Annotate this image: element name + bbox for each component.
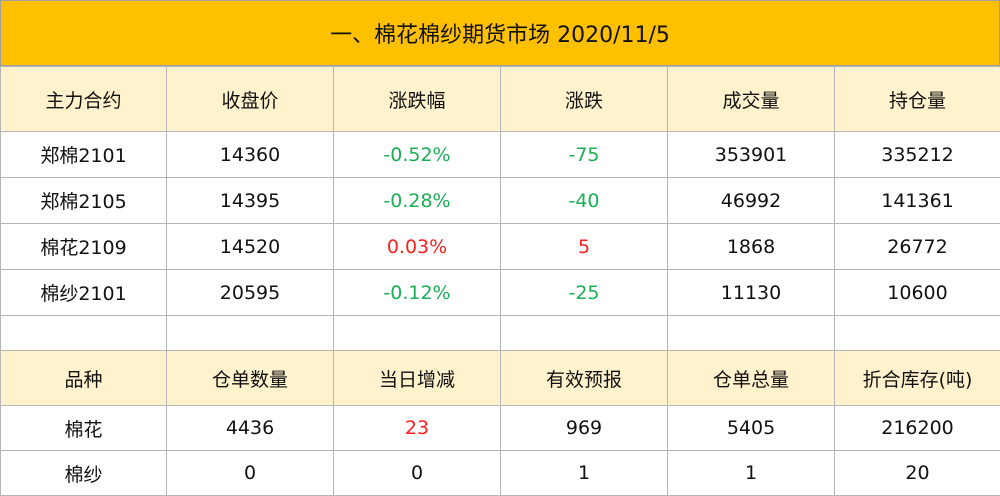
change-cell: -75 [501, 132, 668, 178]
total-cell: 5405 [668, 406, 835, 451]
contract-cell: 棉花2109 [1, 224, 167, 270]
spacer-cell [668, 316, 835, 354]
spacer-cell [334, 316, 501, 354]
forecast-cell: 969 [501, 406, 668, 451]
volume-cell: 46992 [668, 178, 835, 224]
variety-cell: 棉花 [1, 406, 167, 451]
inventory-cell: 216200 [835, 406, 1000, 451]
spacer-cell [167, 316, 334, 354]
column-header: 收盘价 [167, 67, 334, 132]
column-header: 仓单总量 [668, 351, 835, 406]
contract-cell: 郑棉2101 [1, 132, 167, 178]
pct-cell: -0.28% [334, 178, 501, 224]
warehouse-header-row: 品种 仓单数量 当日增减 有效预报 仓单总量 折合库存(吨) [1, 351, 1000, 406]
total-cell: 1 [668, 451, 835, 496]
column-header: 涨跌 [501, 67, 668, 132]
column-header: 涨跌幅 [334, 67, 501, 132]
close-cell: 14520 [167, 224, 334, 270]
table-row: 郑棉2101 14360 -0.52% -75 353901 335212 [1, 132, 1000, 178]
column-header: 成交量 [668, 67, 835, 132]
receipts-cell: 4436 [167, 406, 334, 451]
change-cell: -40 [501, 178, 668, 224]
oi-cell: 26772 [835, 224, 1000, 270]
column-header: 有效预报 [501, 351, 668, 406]
futures-header-row: 主力合约 收盘价 涨跌幅 涨跌 成交量 持仓量 [1, 67, 1000, 132]
table-row: 郑棉2105 14395 -0.28% -40 46992 141361 [1, 178, 1000, 224]
warehouse-table: 品种 仓单数量 当日增减 有效预报 仓单总量 折合库存(吨) 棉花 4436 2… [0, 350, 1000, 496]
column-header: 折合库存(吨) [835, 351, 1000, 406]
variety-cell: 棉纱 [1, 451, 167, 496]
column-header: 当日增减 [334, 351, 501, 406]
contract-cell: 棉纱2101 [1, 270, 167, 316]
spacer-cell [501, 316, 668, 354]
column-header: 品种 [1, 351, 167, 406]
column-header: 仓单数量 [167, 351, 334, 406]
close-cell: 20595 [167, 270, 334, 316]
forecast-cell: 1 [501, 451, 668, 496]
contract-cell: 郑棉2105 [1, 178, 167, 224]
volume-cell: 11130 [668, 270, 835, 316]
volume-cell: 1868 [668, 224, 835, 270]
table-row: 棉花 4436 23 969 5405 216200 [1, 406, 1000, 451]
oi-cell: 141361 [835, 178, 1000, 224]
daily-change-cell: 0 [334, 451, 501, 496]
column-header: 持仓量 [835, 67, 1000, 132]
pct-cell: 0.03% [334, 224, 501, 270]
report-title: 一、棉花棉纱期货市场 2020/11/5 [0, 0, 1000, 66]
close-cell: 14395 [167, 178, 334, 224]
spacer-row [1, 316, 1000, 354]
inventory-cell: 20 [835, 451, 1000, 496]
futures-table: 主力合约 收盘价 涨跌幅 涨跌 成交量 持仓量 郑棉2101 14360 -0.… [0, 66, 1000, 353]
table-row: 棉纱2101 20595 -0.12% -25 11130 10600 [1, 270, 1000, 316]
oi-cell: 10600 [835, 270, 1000, 316]
pct-cell: -0.12% [334, 270, 501, 316]
receipts-cell: 0 [167, 451, 334, 496]
table-row: 棉纱 0 0 1 1 20 [1, 451, 1000, 496]
volume-cell: 353901 [668, 132, 835, 178]
spacer-cell [1, 316, 167, 354]
spacer-cell [835, 316, 1000, 354]
column-header: 主力合约 [1, 67, 167, 132]
pct-cell: -0.52% [334, 132, 501, 178]
table-row: 棉花2109 14520 0.03% 5 1868 26772 [1, 224, 1000, 270]
oi-cell: 335212 [835, 132, 1000, 178]
close-cell: 14360 [167, 132, 334, 178]
change-cell: -25 [501, 270, 668, 316]
change-cell: 5 [501, 224, 668, 270]
daily-change-cell: 23 [334, 406, 501, 451]
